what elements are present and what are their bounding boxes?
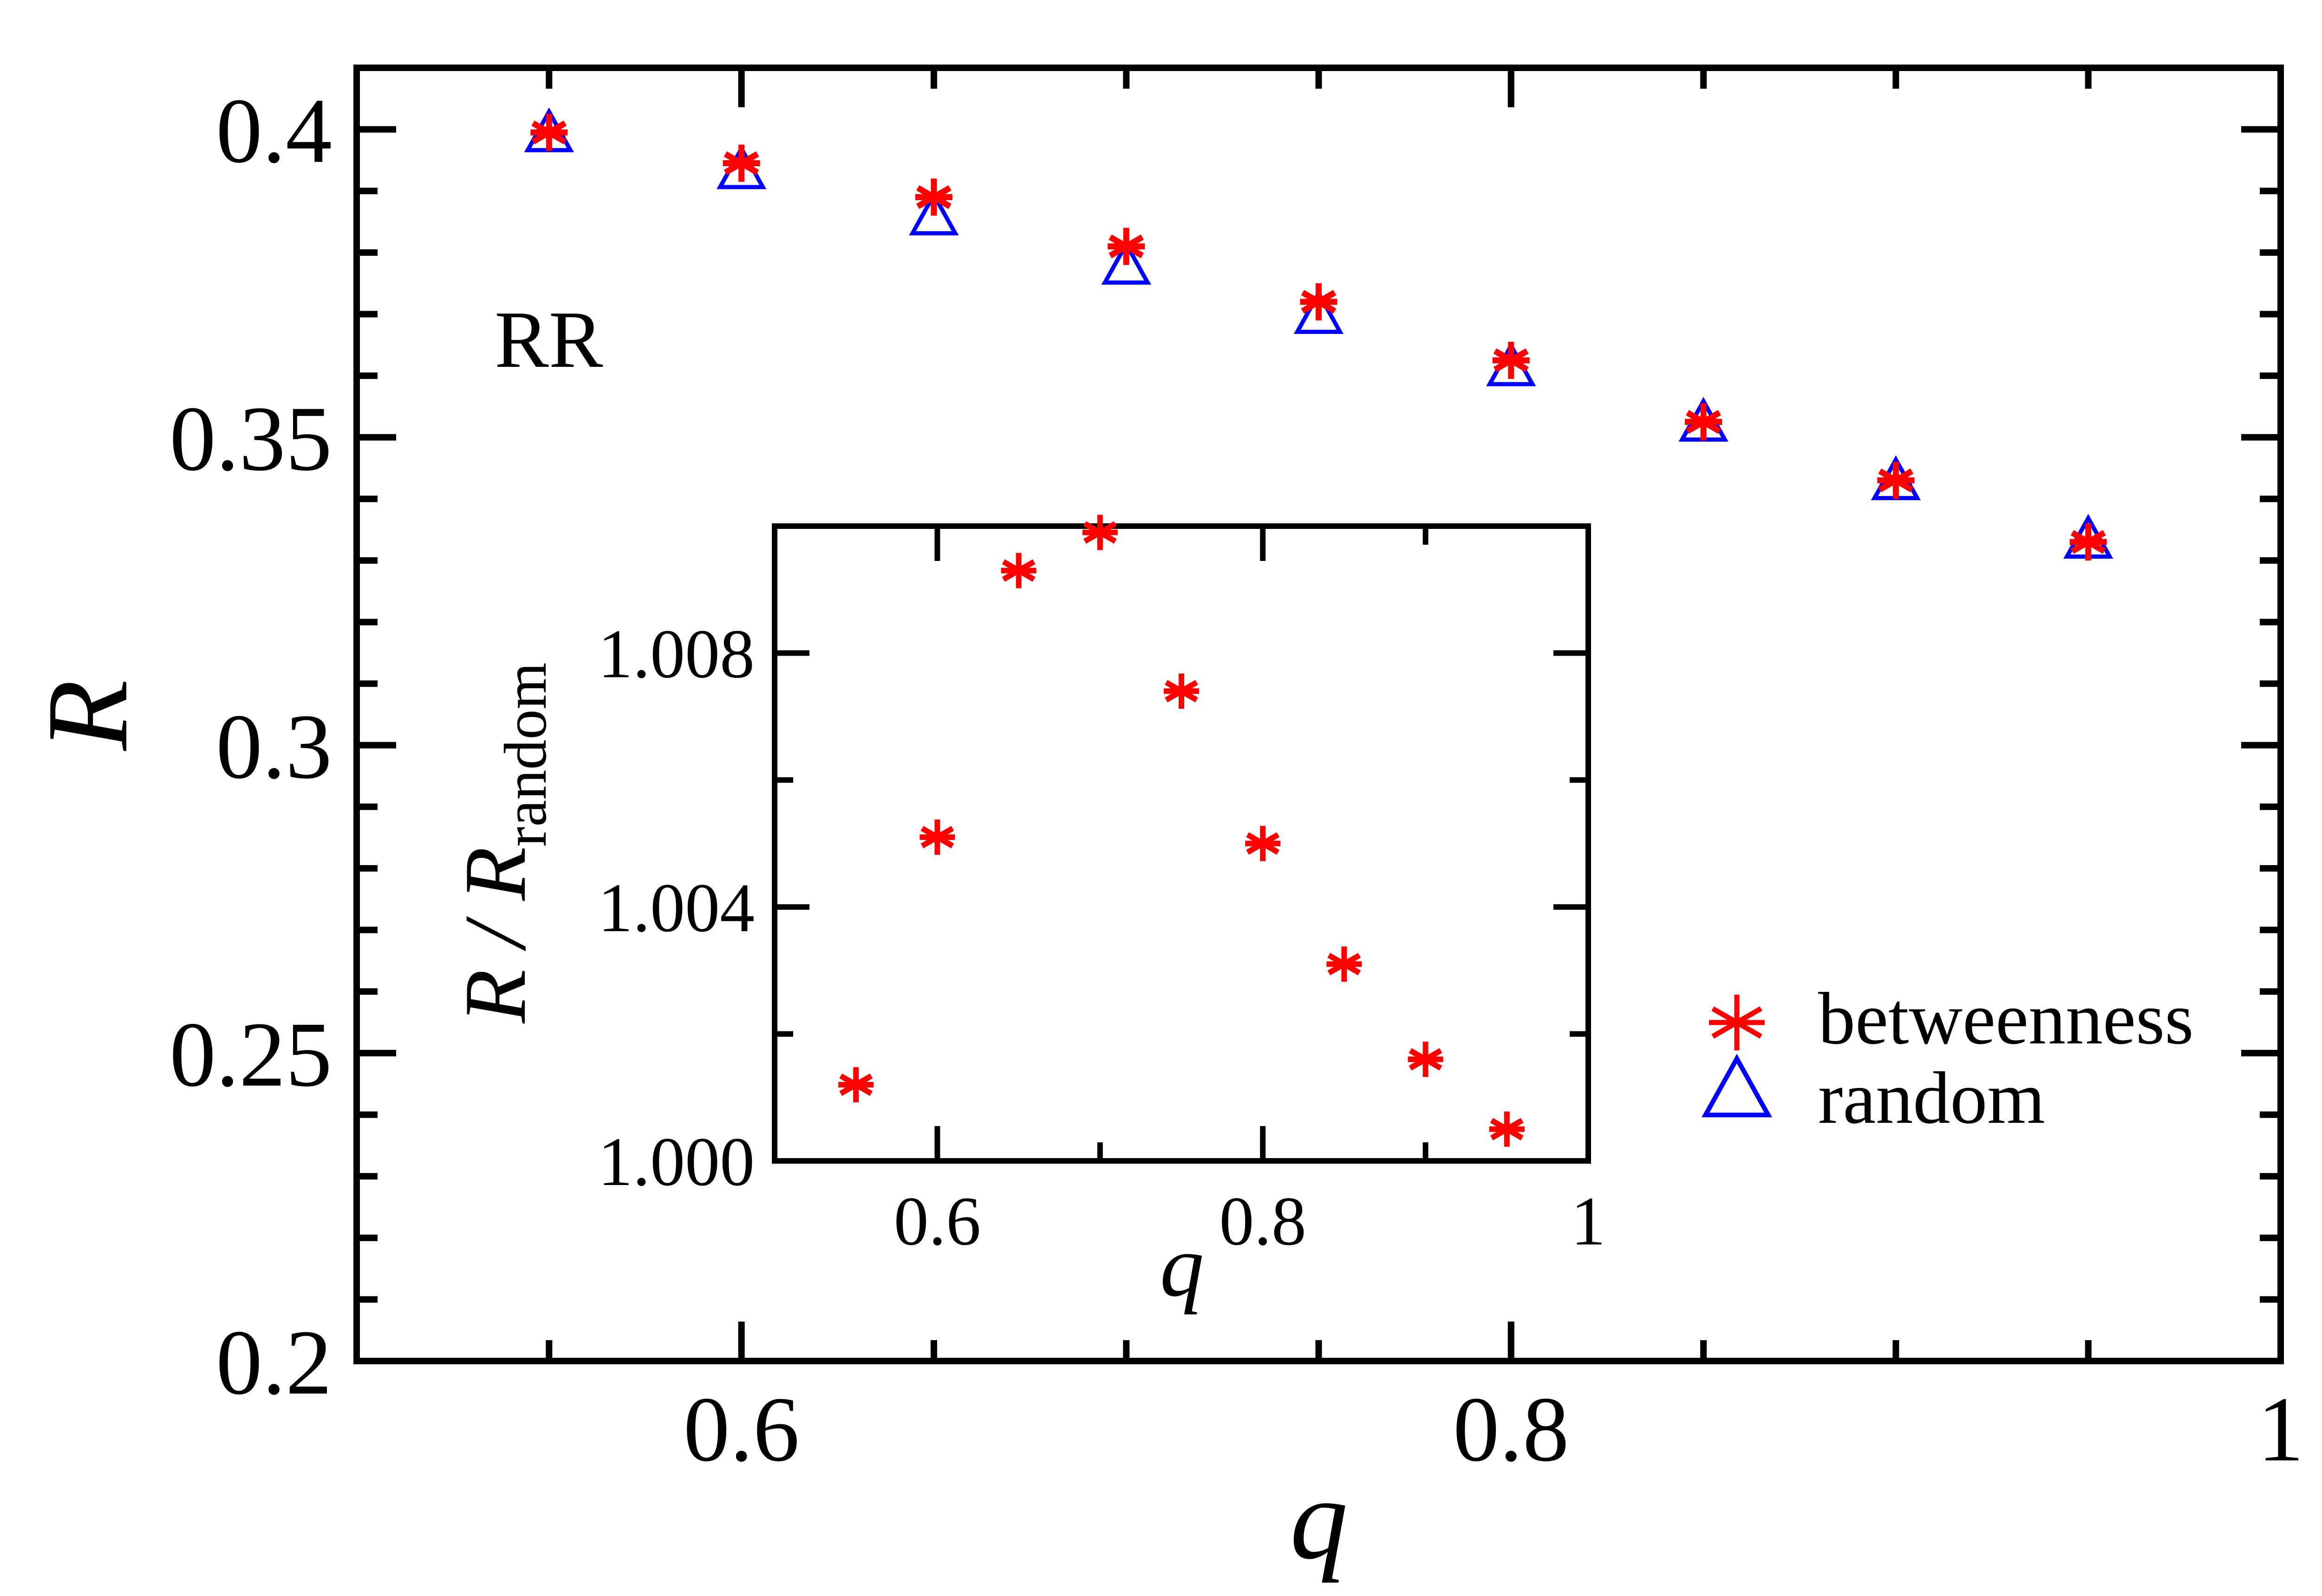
- inset-y-axis-label-subscript: random: [492, 662, 559, 847]
- inset-plot-frame: [772, 523, 1591, 1164]
- main-x-tick-label: 0.8: [1453, 1378, 1569, 1481]
- inset-y-tick-label: 1.000: [598, 1123, 755, 1200]
- main-series-betweenness: [530, 114, 2107, 561]
- main-y-tick-label: 0.3: [216, 696, 332, 798]
- main-y-tick-label: 0.4: [216, 80, 332, 182]
- main-x-tick-label: 0.6: [684, 1378, 800, 1481]
- inset-y-tick-label: 1.008: [598, 615, 755, 692]
- random-point: [1293, 289, 1344, 334]
- inset-x-tick-label: 0.6: [894, 1183, 981, 1260]
- ratio-point: [1326, 946, 1362, 982]
- ratio-point: [1489, 1111, 1525, 1147]
- legend-triangle-icon: [1702, 1054, 1772, 1118]
- legend: betweenness random: [1702, 977, 2194, 1139]
- main-x-tick-label: 1: [2257, 1378, 2304, 1481]
- legend-label-betweenness: betweenness: [1818, 977, 2194, 1060]
- main-y-tick-label: 0.35: [170, 388, 332, 490]
- ratio-point: [1001, 553, 1037, 588]
- inset-ticks: [775, 526, 1588, 1161]
- inset-y-axis-label: R / Rrandom: [447, 662, 559, 1024]
- main-x-axis-label: q: [1290, 1455, 1348, 1583]
- ratio-point: [1408, 1042, 1443, 1077]
- ratio-point: [920, 819, 955, 855]
- ratio-point: [838, 1067, 874, 1102]
- betweenness-point: [530, 114, 568, 151]
- ratio-point: [1164, 673, 1199, 709]
- random-point: [1101, 240, 1151, 285]
- inset-y-axis-label-main: R / R: [447, 847, 544, 1024]
- svg-text:R / Rrandom: R / Rrandom: [447, 662, 559, 1024]
- inset-tick-labels: 0.6 0.8 1 1.000 1.004 1.008: [598, 615, 1606, 1260]
- inset-y-tick-label: 1.004: [598, 869, 755, 946]
- main-y-tick-label: 0.2: [216, 1311, 332, 1414]
- main-ticks: [357, 65, 2281, 1361]
- rr-annotation: RR: [495, 294, 603, 384]
- legend-marker-random: [1702, 1054, 1772, 1118]
- random-point: [909, 190, 959, 235]
- inset-background: [775, 526, 1588, 1161]
- betweenness-point: [1108, 228, 1145, 265]
- ratio-point: [1082, 515, 1118, 550]
- legend-label-random: random: [1818, 1056, 2045, 1139]
- betweenness-point: [723, 144, 760, 182]
- main-y-tick-label: 0.25: [170, 1003, 332, 1106]
- inset-series-ratio: [838, 515, 1525, 1147]
- betweenness-point: [2069, 523, 2107, 561]
- main-tick-labels: 0.6 0.8 1 0.2 0.25 0.3 0.35 0.4: [170, 80, 2304, 1481]
- inset-x-axis-label: q: [1160, 1218, 1204, 1315]
- betweenness-point: [915, 178, 952, 216]
- betweenness-point: [1300, 283, 1337, 320]
- betweenness-point: [1685, 403, 1722, 441]
- betweenness-point: [1877, 462, 1915, 499]
- main-y-axis-label: R: [23, 680, 152, 752]
- ratio-point: [1245, 826, 1281, 861]
- inset-x-tick-label: 1: [1571, 1183, 1606, 1260]
- inset-x-tick-label: 0.8: [1219, 1183, 1306, 1260]
- main-series-random: [524, 107, 2113, 559]
- legend-marker-betweenness: [1709, 995, 1765, 1050]
- legend-asterisk-icon: [1709, 995, 1765, 1050]
- betweenness-point: [1492, 341, 1530, 379]
